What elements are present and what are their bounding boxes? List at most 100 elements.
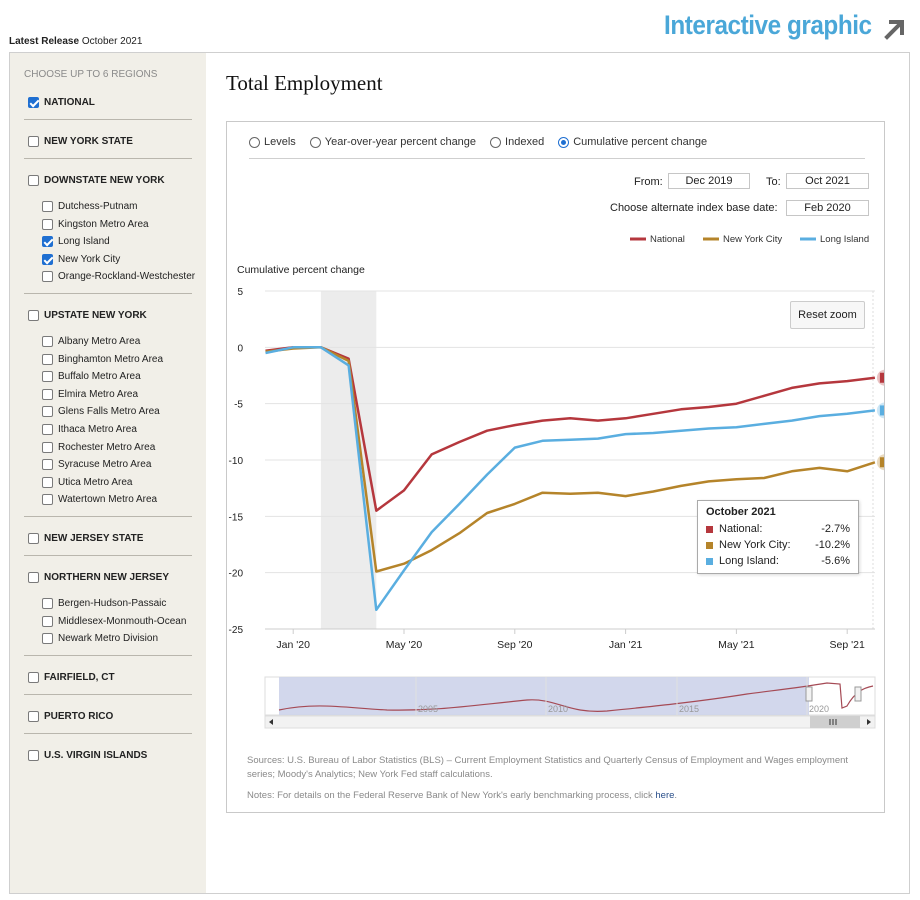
radio-year-over-year-percent-change[interactable]: Year-over-year percent change — [309, 136, 476, 148]
radio-indexed[interactable]: Indexed — [490, 136, 544, 148]
subregion-ithaca-metro-area[interactable]: Ithaca Metro Area — [42, 424, 137, 435]
region-new-jersey-state[interactable]: NEW JERSEY STATE — [28, 533, 143, 544]
base-date-input[interactable]: Feb 2020 — [786, 200, 869, 216]
subregion-label: Buffalo Metro Area — [58, 371, 141, 383]
subregion-checkbox[interactable] — [42, 336, 53, 347]
y-tick-label: -5 — [234, 400, 243, 411]
navigator-handle-right[interactable] — [854, 686, 862, 702]
region-checkbox[interactable] — [28, 533, 39, 544]
region-checkbox[interactable] — [28, 175, 39, 186]
subregion-checkbox[interactable] — [42, 598, 53, 609]
subregion-utica-metro-area[interactable]: Utica Metro Area — [42, 476, 132, 488]
radio-button[interactable] — [249, 136, 260, 148]
subregion-newark-metro-division[interactable]: Newark Metro Division — [42, 633, 158, 645]
region-fairfield-ct[interactable]: FAIRFIELD, CT — [28, 671, 115, 683]
radio-button[interactable] — [558, 136, 570, 148]
subregion-elmira-metro-area[interactable]: Elmira Metro Area — [42, 388, 138, 400]
region-puerto-rico[interactable]: PUERTO RICO — [28, 710, 113, 722]
series-line-national[interactable] — [265, 346, 876, 512]
endpoint-marker-new-york-city[interactable] — [879, 457, 884, 468]
subregion-checkbox[interactable] — [42, 406, 53, 418]
subregion-label: Rochester Metro Area — [58, 441, 156, 453]
subregion-checkbox[interactable] — [42, 494, 53, 506]
radio-button[interactable] — [309, 136, 321, 148]
reset-zoom-button[interactable]: Reset zoom — [790, 301, 865, 329]
subregion-checkbox[interactable] — [42, 271, 53, 283]
radio-button[interactable] — [490, 136, 502, 148]
region-upstate-new-york[interactable]: UPSTATE NEW YORK — [28, 310, 147, 321]
tooltip-series-value: -5.6% — [821, 555, 850, 567]
region-checkbox[interactable] — [28, 710, 39, 722]
notes-here-link[interactable]: here — [655, 790, 675, 801]
scroll-right-icon[interactable] — [867, 719, 871, 725]
subregion-albany-metro-area[interactable]: Albany Metro Area — [42, 336, 140, 347]
legend-label-new-york-city[interactable]: New York City — [723, 234, 782, 245]
radio-cumulative-percent-change[interactable]: Cumulative percent change — [558, 136, 707, 148]
subregion-checkbox[interactable] — [42, 615, 53, 627]
region-label: NORTHERN NEW JERSEY — [44, 572, 170, 583]
scroll-left-icon[interactable] — [269, 719, 273, 725]
to-date-input[interactable]: Oct 2021 — [786, 173, 869, 189]
navigator-scrollbar-thumb[interactable] — [810, 716, 860, 728]
region-checkbox[interactable] — [28, 136, 39, 147]
region-checkbox[interactable] — [28, 572, 39, 583]
sidebar-divider — [24, 119, 192, 120]
subregion-new-york-city[interactable]: New York City — [42, 253, 120, 265]
employment-chart[interactable]: National New York City Long Island Cumulati… — [227, 122, 884, 742]
sidebar-heading: CHOOSE UP TO 6 REGIONS — [24, 69, 158, 80]
tooltip-swatch — [706, 557, 713, 565]
subregion-rochester-metro-area[interactable]: Rochester Metro Area — [42, 441, 156, 453]
subregion-checkbox[interactable] — [42, 253, 53, 265]
app-frame: CHOOSE UP TO 6 REGIONS NATIONAL NEW YORK … — [9, 52, 910, 894]
subregion-checkbox[interactable] — [42, 388, 53, 400]
subregion-checkbox[interactable] — [42, 201, 53, 212]
subregion-label: Watertown Metro Area — [58, 494, 158, 506]
from-date-input[interactable]: Dec 2019 — [668, 173, 750, 189]
subregion-glens-falls-metro-area[interactable]: Glens Falls Metro Area — [42, 406, 160, 418]
subregion-orange-rockland-westchester[interactable]: Orange-Rockland-Westchester — [42, 271, 195, 283]
notes-suffix: . — [674, 790, 678, 801]
region-checkbox[interactable] — [28, 671, 39, 683]
region-checkbox[interactable] — [28, 310, 39, 321]
region-u-s-virgin-islands[interactable]: U.S. VIRGIN ISLANDS — [28, 749, 147, 761]
subregion-long-island[interactable]: Long Island — [42, 236, 110, 248]
radio-levels[interactable]: Levels — [249, 136, 296, 148]
subregion-binghamton-metro-area[interactable]: Binghamton Metro Area — [42, 353, 163, 365]
region-new-york-state[interactable]: NEW YORK STATE — [28, 136, 133, 147]
subregion-checkbox[interactable] — [42, 633, 53, 645]
subregion-checkbox[interactable] — [42, 476, 53, 488]
arrow-up-right-icon[interactable] — [882, 16, 908, 42]
subregion-checkbox[interactable] — [42, 424, 53, 435]
subregion-checkbox[interactable] — [42, 459, 53, 471]
subregion-middlesex-monmouth-ocean[interactable]: Middlesex-Monmouth-Ocean — [42, 615, 186, 627]
subregion-checkbox[interactable] — [42, 371, 53, 383]
legend-label-long-island[interactable]: Long Island — [820, 234, 869, 245]
subregion-dutchess-putnam[interactable]: Dutchess-Putnam — [42, 201, 137, 212]
endpoint-marker-national[interactable] — [879, 372, 884, 383]
region-checkbox[interactable] — [28, 97, 39, 108]
region-national[interactable]: NATIONAL — [28, 97, 95, 108]
subregion-checkbox[interactable] — [42, 353, 53, 365]
interactive-graphic-label[interactable]: Interactive graphic — [664, 10, 872, 40]
subregion-kingston-metro-area[interactable]: Kingston Metro Area — [42, 218, 149, 230]
y-axis-label: Cumulative percent change — [237, 264, 365, 276]
sidebar-divider — [24, 293, 192, 294]
to-label: To: — [766, 176, 781, 188]
navigator-scrollbar-track[interactable] — [264, 715, 876, 729]
endpoint-marker-long-island[interactable] — [879, 405, 884, 416]
legend-label-national[interactable]: National — [650, 234, 685, 245]
series-line-new-york-city[interactable] — [265, 346, 876, 573]
subregion-syracuse-metro-area[interactable]: Syracuse Metro Area — [42, 459, 151, 471]
subregion-watertown-metro-area[interactable]: Watertown Metro Area — [42, 494, 158, 506]
subregion-checkbox[interactable] — [42, 441, 53, 453]
region-checkbox[interactable] — [28, 749, 39, 761]
subregion-checkbox[interactable] — [42, 218, 53, 230]
subregion-buffalo-metro-area[interactable]: Buffalo Metro Area — [42, 371, 141, 383]
region-northern-new-jersey[interactable]: NORTHERN NEW JERSEY — [28, 572, 169, 583]
region-downstate-new-york[interactable]: DOWNSTATE NEW YORK — [28, 175, 165, 186]
base-date-label: Choose alternate index base date: — [610, 202, 778, 214]
subregion-checkbox[interactable] — [42, 236, 53, 248]
subregion-bergen-hudson-passaic[interactable]: Bergen-Hudson-Passaic — [42, 598, 166, 609]
navigator-handle-left[interactable] — [805, 686, 813, 702]
series-line-long-island[interactable] — [265, 346, 876, 612]
